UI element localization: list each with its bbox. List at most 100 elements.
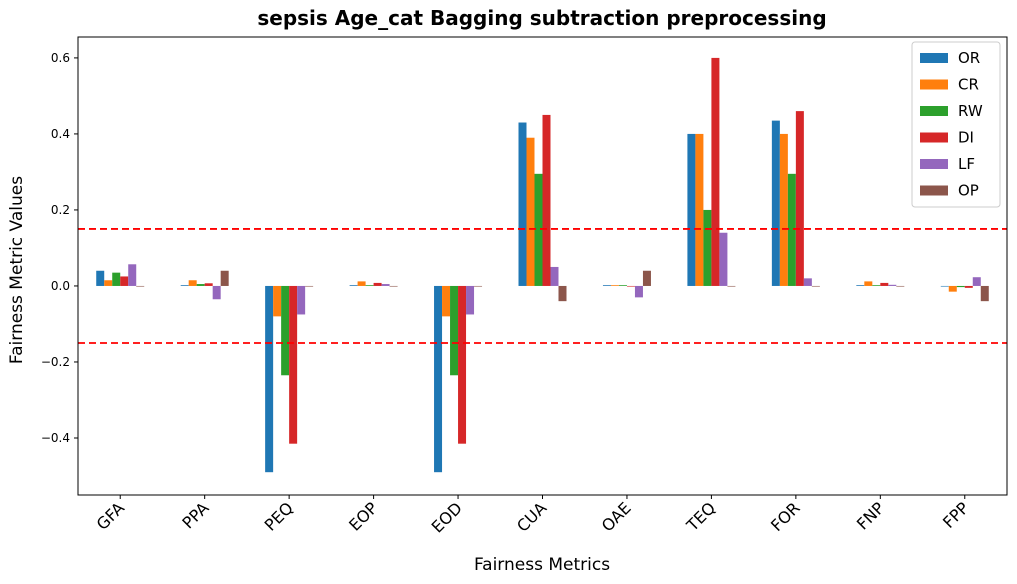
bar-or-eop <box>349 285 358 286</box>
x-tick-label-eod: EOD <box>428 498 466 536</box>
bar-cr-for <box>779 133 788 286</box>
bar-lf-oae <box>634 285 643 298</box>
bar-di-peq <box>289 285 298 444</box>
legend-label-cr: CR <box>958 76 979 94</box>
plot-area: −0.4 −0.2 0.0 0.2 0.4 0.6 GFA PPA PEQ EOP EOD CUA OA… <box>41 36 1008 537</box>
chart-title: sepsis Age_cat Bagging subtraction prepr… <box>257 6 826 30</box>
legend-label-rw: RW <box>958 102 983 120</box>
bar-or-eod <box>434 285 443 473</box>
bar-or-fnp <box>856 285 865 286</box>
bar-cr-ppa <box>188 280 197 286</box>
bar-di-cua <box>542 114 551 286</box>
bar-cr-fpp <box>948 285 957 292</box>
bar-or-ppa <box>180 285 189 286</box>
legend-swatch-di <box>920 132 948 143</box>
bar-rw-fnp <box>872 285 881 286</box>
bar-or-cua <box>518 122 527 286</box>
bar-op-oae <box>642 270 651 286</box>
bar-di-for <box>795 111 804 286</box>
bar-cr-cua <box>526 137 535 286</box>
bar-rw-teq <box>703 209 712 286</box>
bar-cr-oae <box>610 285 619 286</box>
bar-di-oae <box>626 285 635 287</box>
bar-cr-peq <box>273 285 282 317</box>
bar-rw-peq <box>281 285 290 376</box>
bar-rw-eod <box>450 285 459 376</box>
bar-rw-eop <box>365 285 374 286</box>
bar-lf-fnp <box>888 284 897 286</box>
bar-cr-eod <box>442 285 451 317</box>
bar-op-gfa <box>136 285 145 287</box>
y-tick-label: 0.0 <box>51 279 70 293</box>
x-tick-label-fpp: FPP <box>939 498 973 532</box>
legend-swatch-rw <box>920 106 948 116</box>
bar-op-eop <box>389 285 398 287</box>
bar-cr-eop <box>357 281 366 286</box>
x-tick-label-eop: EOP <box>345 498 382 535</box>
bar-op-fpp <box>980 285 989 302</box>
x-tick-label-fnp: FNP <box>853 498 888 533</box>
legend: OR CR RW DI LF OP <box>911 41 1001 208</box>
x-axis-title: Fairness Metrics <box>474 555 610 575</box>
bar-di-teq <box>711 57 720 286</box>
bar-lf-fpp <box>972 277 981 286</box>
y-axis-title: Fairness Metric Values <box>7 176 27 364</box>
bar-op-teq <box>727 285 736 287</box>
bar-lf-peq <box>297 285 306 315</box>
bar-di-ppa <box>204 283 213 286</box>
bar-di-gfa <box>120 276 129 286</box>
bar-rw-for <box>787 173 796 286</box>
bar-or-peq <box>265 285 274 473</box>
x-tick-label-cua: CUA <box>513 498 550 535</box>
bar-lf-gfa <box>128 264 137 286</box>
bar-rw-fpp <box>956 285 965 288</box>
bar-op-cua <box>558 285 567 302</box>
legend-swatch-or <box>920 53 948 63</box>
x-tick-label-ppa: PPA <box>178 498 212 532</box>
bar-op-ppa <box>220 270 229 286</box>
legend-label-op: OP <box>958 182 979 200</box>
y-tick-label: 0.4 <box>51 127 70 141</box>
bar-di-fpp <box>964 285 973 288</box>
bar-lf-ppa <box>212 285 221 300</box>
bar-lf-teq <box>719 232 728 286</box>
bar-or-oae <box>602 285 611 286</box>
legend-swatch-cr <box>920 79 948 90</box>
legend-label-or: OR <box>958 49 980 67</box>
bar-rw-cua <box>534 173 543 286</box>
bar-lf-eod <box>466 285 475 315</box>
bar-lf-cua <box>550 266 559 286</box>
legend-box <box>911 41 1001 208</box>
bar-op-fnp <box>896 285 905 287</box>
y-tick-label: 0.6 <box>51 51 70 65</box>
x-tick-label-oae: OAE <box>598 498 635 535</box>
bar-di-eop <box>373 282 382 286</box>
x-tick-label-peq: PEQ <box>261 498 297 534</box>
y-tick-label: −0.2 <box>41 355 70 369</box>
bar-cr-teq <box>695 133 704 286</box>
bar-cr-gfa <box>104 280 113 286</box>
bar-lf-for <box>803 278 812 286</box>
bar-di-fnp <box>880 282 889 286</box>
x-tick-label-for: FOR <box>767 498 804 535</box>
bar-or-teq <box>687 133 696 286</box>
x-tick-label-teq: TEQ <box>682 498 719 535</box>
legend-label-lf: LF <box>958 155 975 173</box>
bar-cr-fnp <box>864 281 873 286</box>
bar-or-gfa <box>96 270 105 286</box>
bar-rw-oae <box>618 285 627 286</box>
bar-di-eod <box>458 285 467 444</box>
legend-label-di: DI <box>958 129 974 147</box>
y-tick-label: −0.4 <box>41 431 70 445</box>
bar-lf-eop <box>381 284 390 286</box>
y-tick-label: 0.2 <box>51 203 70 217</box>
x-tick-label-gfa: GFA <box>93 498 128 533</box>
bar-rw-gfa <box>112 272 121 286</box>
bar-or-for <box>771 120 780 286</box>
legend-swatch-lf <box>920 159 948 169</box>
legend-swatch-op <box>920 185 948 196</box>
bar-rw-ppa <box>196 284 205 286</box>
bar-op-peq <box>305 285 314 287</box>
